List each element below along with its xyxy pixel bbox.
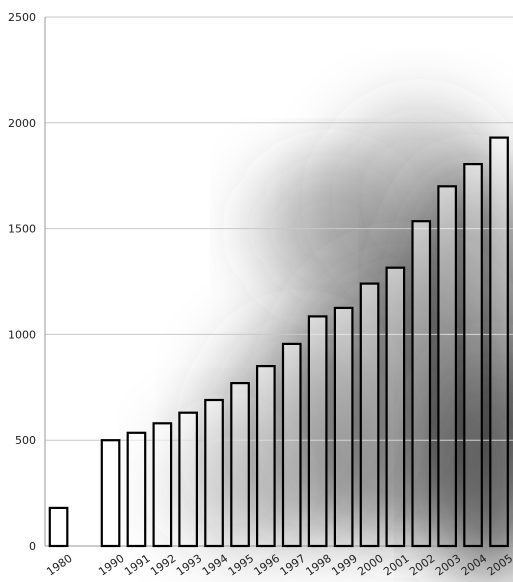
x-tick-label: 2002 bbox=[407, 552, 437, 579]
x-tick-label: 1993 bbox=[174, 552, 204, 579]
y-tick-label: 500 bbox=[15, 434, 36, 447]
bar bbox=[333, 306, 354, 548]
y-tick-label: 2500 bbox=[8, 11, 36, 24]
axes bbox=[44, 17, 513, 547]
x-tick-label: 1994 bbox=[200, 552, 230, 579]
x-tick-label: 1980 bbox=[44, 552, 74, 579]
bar bbox=[489, 136, 509, 548]
bar bbox=[256, 365, 276, 548]
bars bbox=[48, 136, 509, 548]
bar bbox=[126, 431, 147, 548]
x-tick-label: 1999 bbox=[329, 552, 359, 579]
x-tick-label: 1990 bbox=[96, 552, 126, 579]
x-tick-label: 2001 bbox=[381, 552, 411, 579]
bar bbox=[307, 315, 328, 548]
bar bbox=[463, 163, 483, 548]
bar bbox=[281, 342, 302, 548]
x-tick-label: 1991 bbox=[122, 552, 152, 579]
y-tick-label: 1000 bbox=[8, 328, 36, 341]
x-axis-labels: 1980 199019911992199319941995199619971998… bbox=[44, 552, 513, 579]
bar bbox=[437, 185, 457, 548]
x-tick-label: 1996 bbox=[252, 552, 282, 579]
x-tick-label: 1998 bbox=[303, 552, 333, 579]
x-tick-label: 1995 bbox=[226, 552, 256, 579]
bar bbox=[48, 506, 69, 548]
y-tick-label: 0 bbox=[29, 540, 36, 553]
gridlines bbox=[45, 16, 513, 441]
y-tick-label: 2000 bbox=[8, 117, 36, 130]
x-tick-label: 1997 bbox=[278, 552, 308, 579]
bar bbox=[178, 411, 198, 548]
bar bbox=[230, 382, 250, 548]
bar bbox=[152, 422, 173, 548]
x-tick-label: 1992 bbox=[148, 552, 178, 579]
bar bbox=[359, 282, 380, 548]
bar bbox=[100, 439, 121, 548]
bar bbox=[385, 266, 406, 548]
y-tick-label: 1500 bbox=[8, 223, 36, 236]
x-tick-label: 2000 bbox=[355, 552, 385, 579]
bar bbox=[204, 398, 224, 548]
bar bbox=[411, 220, 432, 548]
y-axis-labels: 0 500 1000 1500 2000 2500 bbox=[8, 11, 36, 553]
